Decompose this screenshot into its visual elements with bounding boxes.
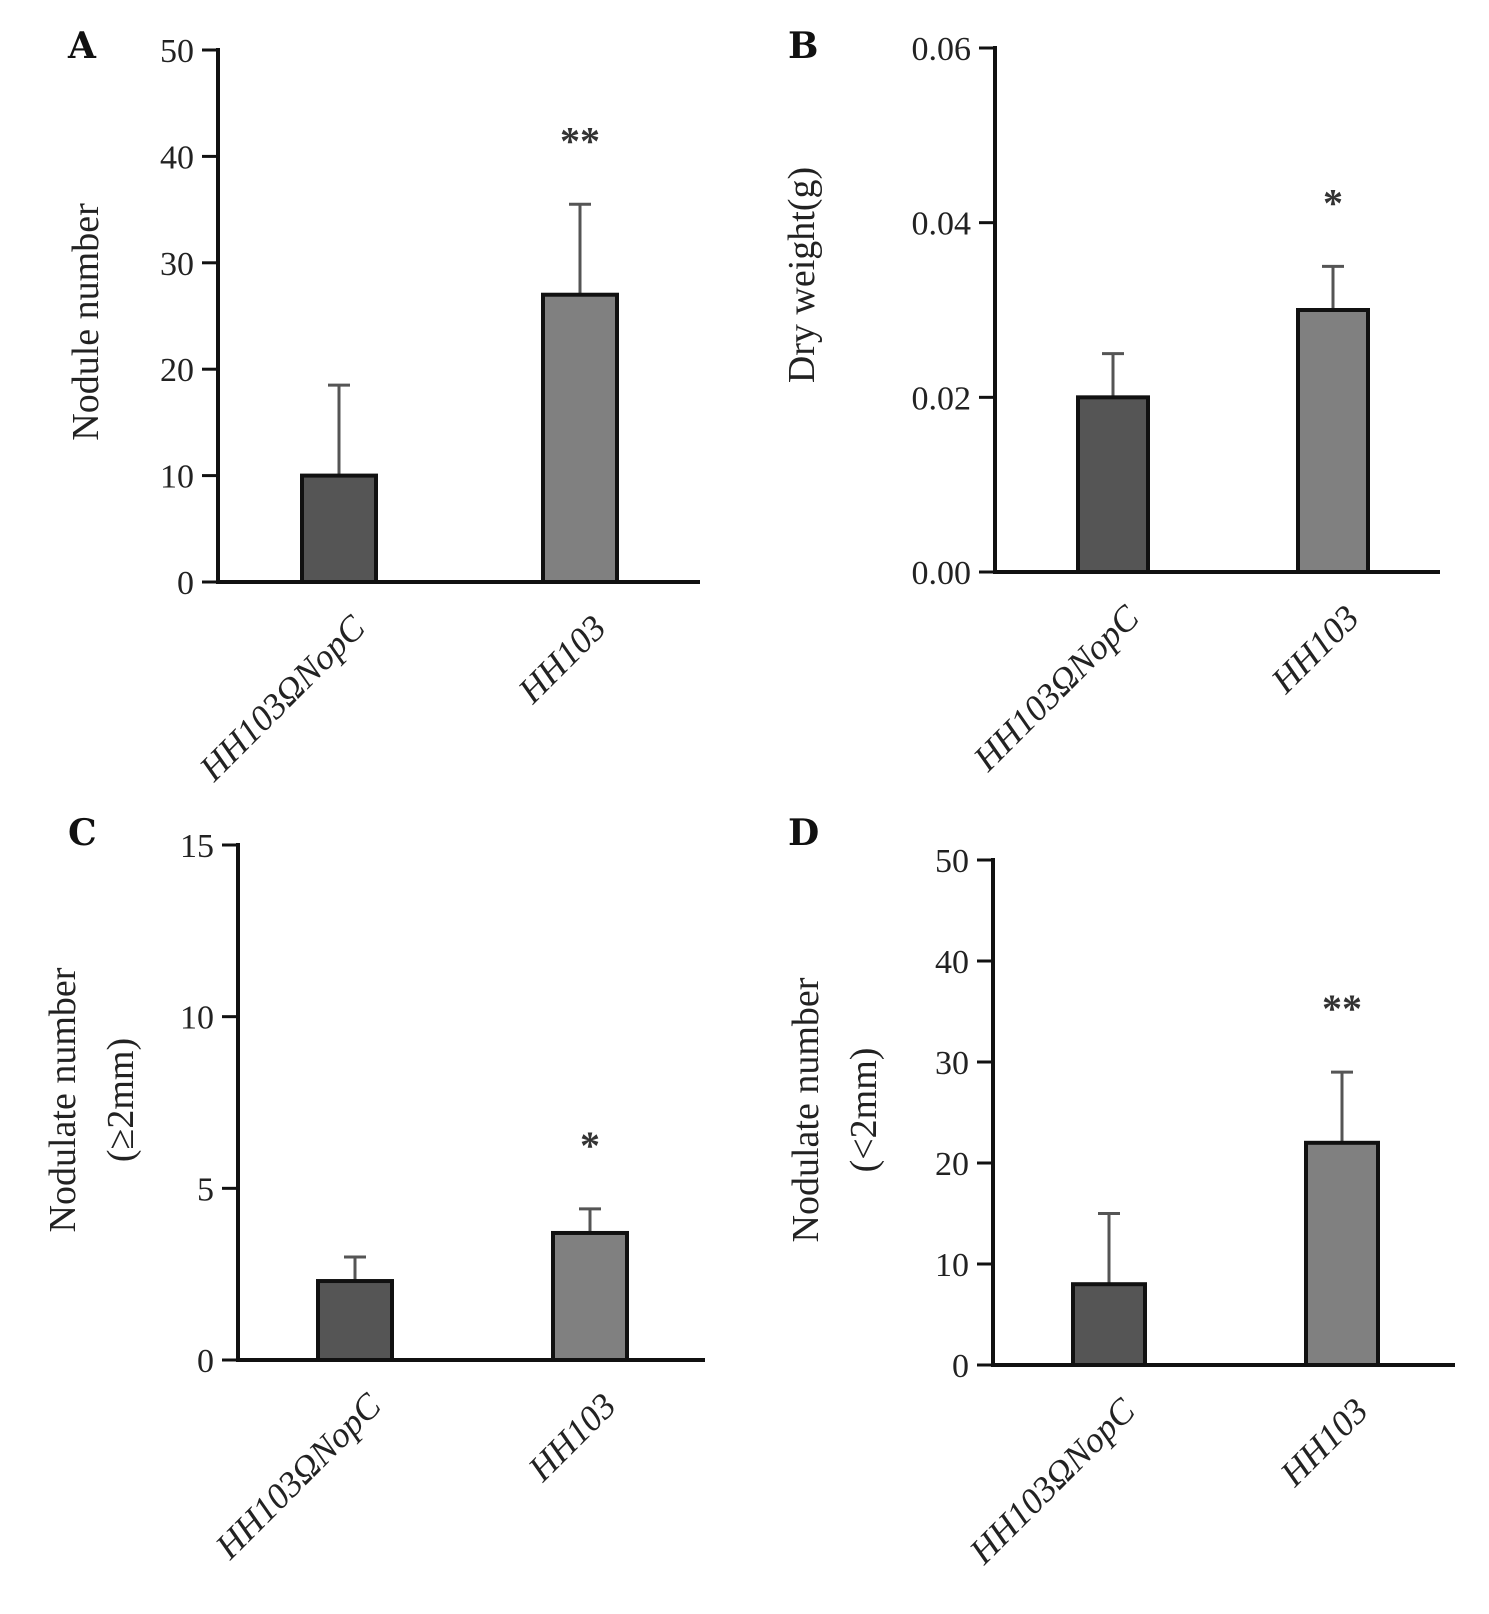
bar-mutant bbox=[300, 473, 378, 585]
y-tick-label: 0.04 bbox=[912, 206, 972, 243]
y-tick-label: 0.06 bbox=[912, 31, 972, 68]
y-axis-title: Nodule number bbox=[65, 203, 107, 441]
y-axis-title-line2: (≥2mm) bbox=[100, 1038, 142, 1162]
bar-mutant bbox=[316, 1279, 394, 1362]
bar-wildtype bbox=[551, 1230, 629, 1363]
x-category-label: HH103ΩNopC bbox=[961, 1390, 1143, 1572]
x-category-label: HH103 bbox=[1263, 597, 1367, 701]
y-tick-label: 20 bbox=[160, 352, 194, 389]
y-tick-label: 30 bbox=[935, 1045, 969, 1082]
y-axis-title-line2: (<2mm) bbox=[843, 1048, 885, 1173]
panel-letter: C bbox=[68, 812, 97, 854]
bar-mutant bbox=[1071, 1282, 1147, 1367]
y-tick-label: 50 bbox=[935, 843, 969, 880]
y-tick-label: 0 bbox=[197, 1343, 214, 1380]
significance-marker: ** bbox=[1322, 986, 1362, 1031]
x-category-label: HH103 bbox=[520, 1385, 624, 1489]
bar-mutant bbox=[1076, 395, 1150, 575]
bar-wildtype bbox=[1304, 1140, 1380, 1368]
chart-panel-c: C 0 5 10 15 Nodulate number (≥2mm) HH103ΩNopC * H… bbox=[42, 812, 705, 1567]
y-tick-label: 0 bbox=[952, 1348, 969, 1385]
y-tick-label: 0 bbox=[177, 565, 194, 602]
y-tick-label: 50 bbox=[160, 33, 194, 70]
x-category-label: HH103ΩNopC bbox=[191, 607, 373, 789]
bar-wildtype bbox=[1296, 308, 1370, 574]
y-tick-label: 5 bbox=[197, 1171, 214, 1208]
x-category-label: HH103ΩNopC bbox=[207, 1385, 389, 1567]
y-tick-label: 40 bbox=[160, 139, 194, 176]
y-tick-label: 0.00 bbox=[912, 555, 972, 592]
chart-panel-a: A 0 10 20 30 40 50 Nodule number HH103ΩNopC ** HH1… bbox=[65, 25, 700, 789]
significance-marker: ** bbox=[560, 118, 600, 163]
bar-wildtype bbox=[541, 292, 619, 584]
y-tick-label: 20 bbox=[935, 1146, 969, 1183]
significance-marker: * bbox=[1323, 180, 1343, 225]
y-tick-label: 15 bbox=[180, 828, 214, 865]
x-category-label: HH103 bbox=[510, 607, 614, 711]
chart-panel-d: D 0 10 20 30 40 50 Nodulate number (<2mm) HH103ΩN… bbox=[785, 812, 1455, 1572]
y-axis-title: Dry weight(g) bbox=[781, 167, 823, 383]
y-axis-title: Nodulate number bbox=[785, 977, 827, 1242]
panel-letter: B bbox=[788, 25, 818, 67]
y-tick-label: 40 bbox=[935, 944, 969, 981]
y-tick-label: 10 bbox=[160, 459, 194, 496]
y-tick-label: 30 bbox=[160, 246, 194, 283]
x-category-label: HH103 bbox=[1272, 1390, 1376, 1494]
y-tick-label: 10 bbox=[180, 1000, 214, 1037]
chart-panel-b: B 0.00 0.02 0.04 0.06 Dry weight(g) HH103ΩNopC… bbox=[781, 25, 1440, 779]
x-category-label: HH103ΩNopC bbox=[965, 597, 1147, 779]
y-tick-label: 0.02 bbox=[912, 380, 972, 417]
significance-marker: * bbox=[580, 1123, 600, 1168]
y-axis-title: Nodulate number bbox=[42, 967, 84, 1232]
panel-letter: D bbox=[788, 812, 819, 854]
y-tick-label: 10 bbox=[935, 1247, 969, 1284]
panel-letter: A bbox=[67, 25, 97, 67]
